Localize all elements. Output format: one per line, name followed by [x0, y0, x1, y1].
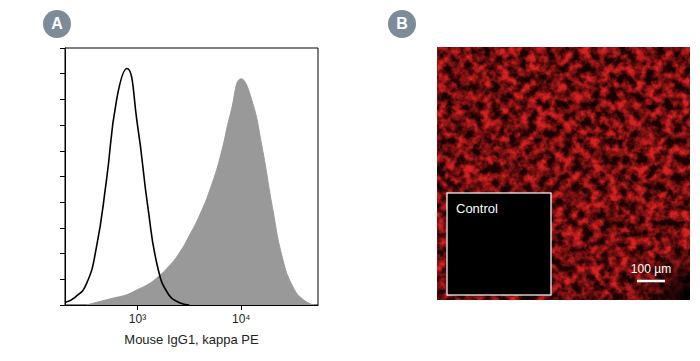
- html-text:B: B: [396, 15, 408, 32]
- svg-text:Control: Control: [456, 201, 498, 216]
- svg-text:100 µm: 100 µm: [631, 262, 671, 276]
- svg-text:Mouse IgG1, kappa PE: Mouse IgG1, kappa PE: [124, 332, 259, 347]
- svg-text:10³: 10³: [129, 312, 146, 326]
- svg-text:10⁴: 10⁴: [232, 312, 251, 326]
- html-text:A: A: [51, 15, 63, 32]
